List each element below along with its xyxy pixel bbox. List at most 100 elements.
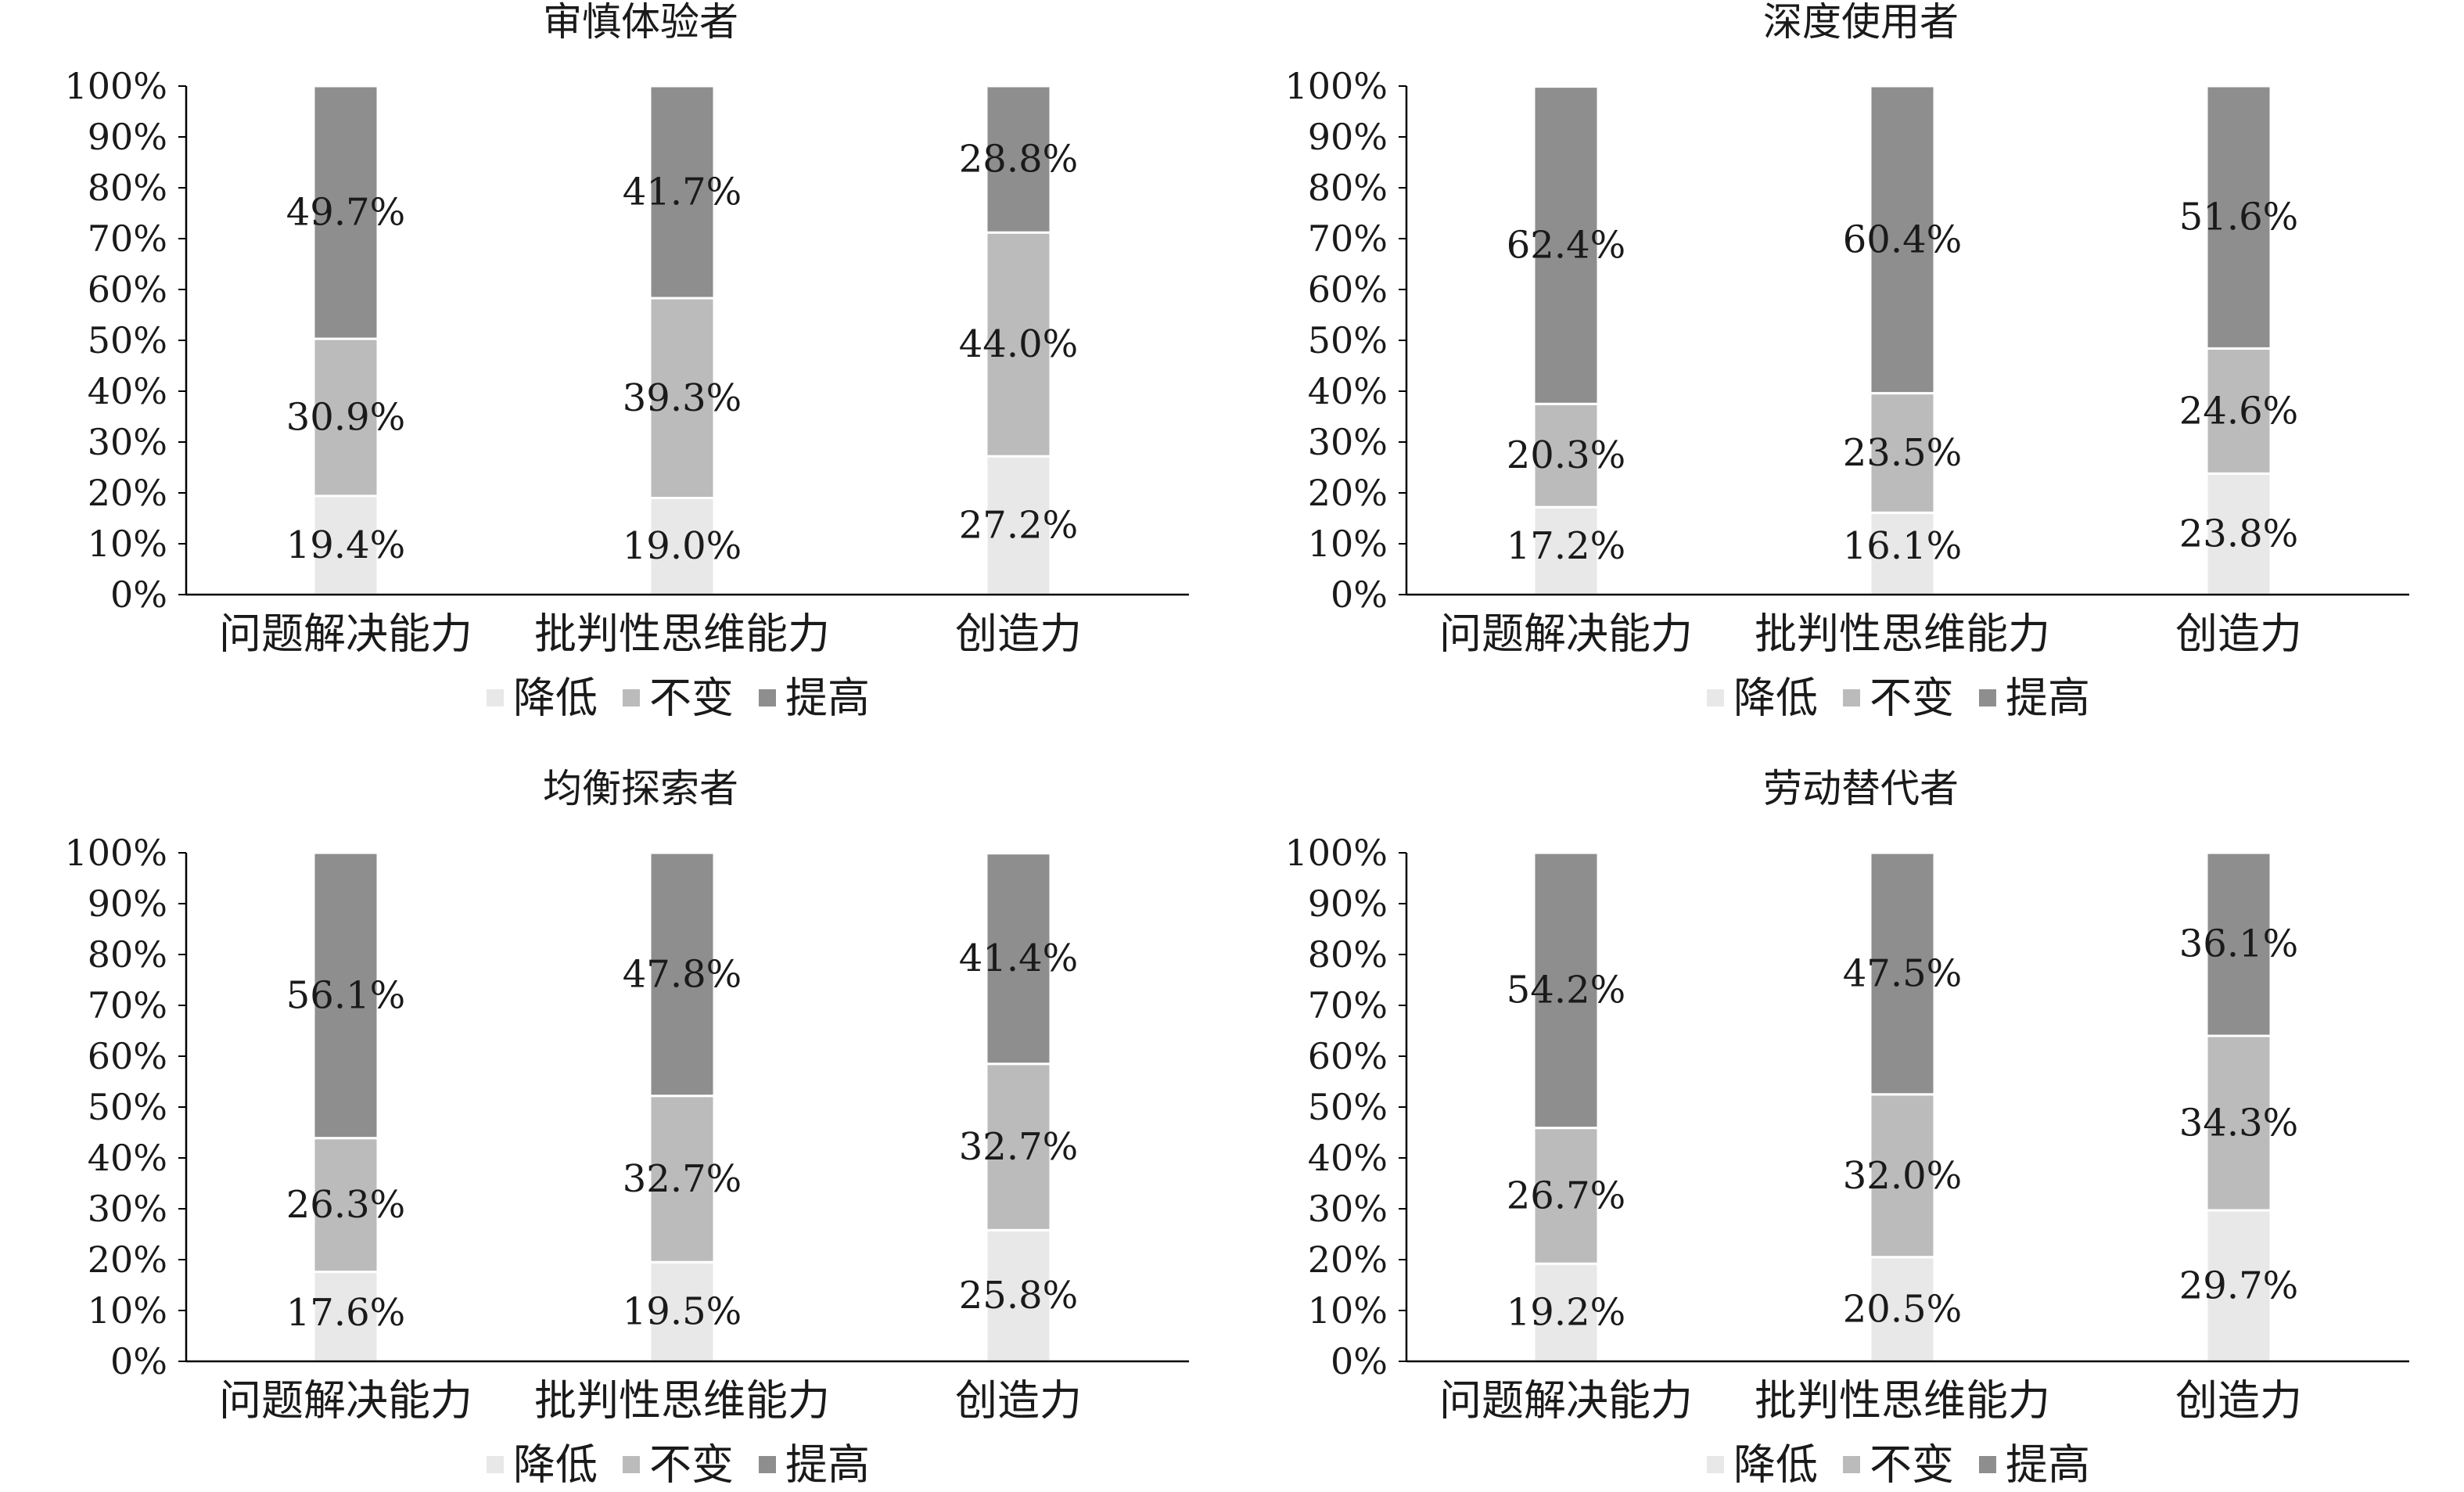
x-tick-label: 问题解决能力 (1439, 1376, 1693, 1425)
data-label: 54.2% (1507, 969, 1625, 1012)
bar-segment-不变 (2205, 1034, 2272, 1212)
data-label: 28.8% (959, 138, 1078, 182)
legend-label: 不变 (1870, 1440, 1954, 1490)
y-tick-label: 10% (1308, 523, 1388, 565)
y-tick-label: 70% (1308, 984, 1388, 1026)
bar-segment-不变 (648, 297, 716, 499)
y-tick-label: 30% (88, 1188, 167, 1230)
data-label: 39.3% (623, 376, 742, 420)
legend: 降低 不变 提高 (1707, 1440, 2090, 1490)
y-tick-label: 60% (88, 268, 167, 311)
bar-segment-降低 (312, 494, 379, 596)
bar-segment-提高 (1869, 851, 1936, 1096)
data-label: 24.6% (2179, 389, 2298, 433)
legend: 降低 不变 提高 (1707, 674, 2090, 723)
legend-swatch-不变 (623, 689, 640, 706)
legend-label: 降低 (513, 1440, 598, 1490)
data-label: 32.7% (959, 1125, 1078, 1169)
x-tick-label: 创造力 (2175, 609, 2302, 659)
bar-segment-提高 (648, 84, 716, 300)
y-tick-label: 100% (64, 832, 167, 874)
bar-segment-降低 (1532, 505, 1600, 596)
y-tick-label: 40% (1308, 1137, 1388, 1179)
y-tick-label: 30% (1308, 421, 1388, 463)
legend: 降低 不变 提高 (487, 1440, 870, 1490)
y-tick-label: 90% (1308, 116, 1388, 158)
bar-segment-提高 (1532, 85, 1600, 405)
y-tick-label: 10% (1308, 1289, 1388, 1332)
x-tick-label: 批判性思维能力 (1755, 609, 2050, 659)
legend-label: 提高 (785, 1440, 870, 1490)
x-tick-label: 问题解决能力 (219, 1376, 472, 1425)
legend-swatch-提高 (1979, 689, 1996, 706)
bar-segment-不变 (1532, 1127, 1600, 1265)
y-tick-label: 70% (88, 984, 167, 1026)
chart-title: 深度使用者 (1763, 0, 1959, 45)
y-tick-label: 50% (88, 1086, 167, 1128)
bar-segment-降低 (648, 497, 716, 596)
data-label: 47.8% (623, 952, 742, 996)
data-label: 19.5% (623, 1290, 742, 1334)
y-tick-label: 70% (88, 218, 167, 260)
chart-panel-2: 深度使用者 0% 10% 20% 30% 40% 50% 60% 70% 80% 90% 100% 17… (1284, 0, 2409, 723)
y-tick-label: 20% (1308, 1239, 1388, 1281)
bar-segment-提高 (1869, 84, 1936, 395)
data-label: 29.7% (2179, 1264, 2298, 1307)
y-tick-label: 60% (1308, 1035, 1388, 1077)
data-label: 20.5% (1843, 1287, 1962, 1331)
bar-segment-降低 (2205, 472, 2272, 596)
y-tick-label: 60% (1308, 268, 1388, 311)
y-tick-label: 20% (1308, 472, 1388, 514)
data-label: 17.2% (1507, 524, 1625, 568)
legend-label: 不变 (649, 674, 734, 723)
y-tick-label: 100% (64, 65, 167, 107)
data-label: 51.6% (2179, 196, 2298, 239)
y-tick-label: 10% (88, 1289, 167, 1332)
bar-segment-不变 (1869, 1093, 1936, 1259)
legend-swatch-降低 (487, 689, 504, 706)
y-tick-label: 90% (88, 116, 167, 158)
bar-segment-降低 (1869, 511, 1936, 596)
data-label: 26.7% (1507, 1174, 1625, 1217)
data-label: 36.1% (2179, 922, 2298, 966)
x-tick-label: 批判性思维能力 (534, 1376, 830, 1425)
y-tick-label: 80% (1308, 933, 1388, 976)
legend-label: 降低 (513, 674, 598, 723)
legend-swatch-降低 (1707, 689, 1724, 706)
legend-swatch-提高 (759, 689, 776, 706)
y-tick-label: 80% (88, 933, 167, 976)
x-tick-label: 创造力 (2175, 1376, 2302, 1425)
bar-segment-降低 (648, 1260, 716, 1363)
y-tick-label: 0% (110, 1340, 167, 1382)
data-label: 23.8% (2179, 512, 2298, 556)
data-label: 19.4% (286, 523, 405, 567)
y-tick-label: 0% (1331, 1340, 1388, 1382)
data-label: 30.9% (286, 395, 405, 439)
legend-swatch-降低 (1707, 1456, 1724, 1473)
y-tick-label: 40% (88, 370, 167, 412)
chart-panel-3: 均衡探索者 0% 10% 20% 30% 40% 50% 60% 70% 80% 90% 100% 17… (64, 766, 1189, 1490)
bar-segment-提高 (985, 84, 1052, 234)
bar-segment-不变 (312, 337, 379, 498)
y-tick-label: 90% (1308, 883, 1388, 925)
bar-segment-不变 (648, 1095, 716, 1264)
legend: 降低 不变 提高 (487, 674, 870, 723)
data-label: 32.7% (623, 1157, 742, 1201)
bar-segment-提高 (312, 84, 379, 340)
y-tick-label: 60% (88, 1035, 167, 1077)
x-tick-label: 批判性思维能力 (1755, 1376, 2050, 1425)
bar-segment-不变 (2205, 347, 2272, 475)
y-tick-label: 90% (88, 883, 167, 925)
legend-label: 不变 (1870, 674, 1954, 723)
legend-swatch-降低 (487, 1456, 504, 1473)
data-label: 32.0% (1843, 1154, 1962, 1198)
x-tick-label: 批判性思维能力 (534, 609, 830, 659)
legend-label: 降低 (1733, 674, 1818, 723)
bar-segment-不变 (985, 1062, 1052, 1231)
data-label: 19.0% (623, 524, 742, 568)
data-label: 20.3% (1507, 433, 1625, 477)
y-tick-label: 50% (1308, 319, 1388, 361)
data-label: 62.4% (1507, 223, 1625, 267)
data-label: 27.2% (959, 504, 1078, 548)
